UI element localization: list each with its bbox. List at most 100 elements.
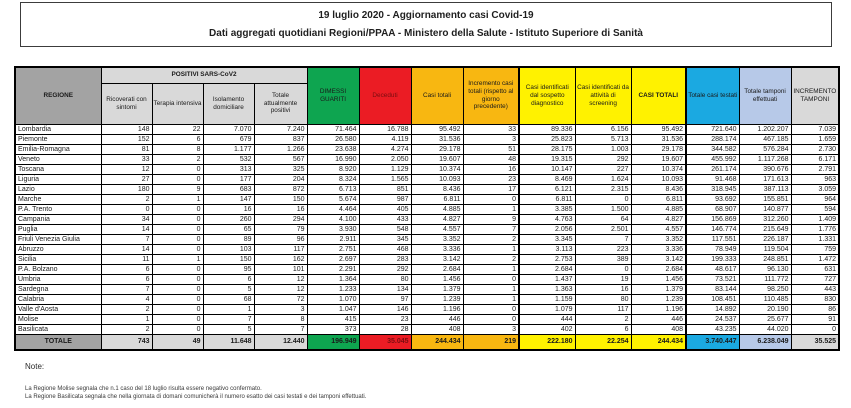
cell: 2 (100, 323, 153, 335)
cell: 6 (100, 263, 153, 275)
col-header-isolamento: Isolamento domiciliare (202, 82, 255, 125)
cell: 6 (202, 273, 255, 285)
cell: 27 (100, 173, 153, 185)
cell: 64 (574, 213, 632, 225)
cell: 48 (462, 153, 520, 165)
table-row: Campania 34 0 260 294 4.100 433 4.827 9 4.763 64 4.… (14, 213, 840, 225)
table-row: Toscana 12 0 313 325 8.920 1.129 10.374 16 10.147… (14, 163, 840, 175)
cell: 1.239 (410, 293, 464, 305)
cell: 8.436 (410, 183, 464, 195)
cell: 23 (358, 313, 412, 325)
cell: 963 (790, 173, 840, 185)
cell: 389 (574, 253, 632, 265)
cell: 1.659 (790, 133, 840, 145)
cell: 19.315 (518, 153, 576, 165)
cell: 3.345 (518, 233, 576, 245)
total-cell: 22.254 (574, 333, 632, 350)
cell: 26.580 (306, 133, 360, 145)
cell: 10.093 (630, 173, 687, 185)
cell: 16 (202, 203, 255, 215)
cell: 851 (358, 183, 412, 195)
cell: 4.119 (358, 133, 412, 145)
cell: 288.174 (685, 133, 740, 145)
region-name: Calabria (14, 293, 102, 305)
cell: 0 (151, 273, 204, 285)
total-cell: 12.440 (253, 333, 308, 350)
cell: 312.260 (738, 213, 792, 225)
cell: 344.582 (685, 143, 740, 155)
cell: 1.331 (790, 233, 840, 245)
cell: 6.811 (630, 193, 687, 205)
table-row: Calabria 4 0 68 72 1.070 97 1.239 1 1.159 80 1.239 1… (14, 293, 840, 305)
report-title: 19 luglio 2020 - Aggiornamento casi Covi… (318, 10, 534, 21)
cell: 25.823 (518, 133, 576, 145)
table-row: Basilicata 2 0 5 7 373 28 408 3 402 6 408 43.235 44.0… (14, 323, 840, 335)
cell: 1 (462, 243, 520, 255)
cell: 1.624 (574, 173, 632, 185)
cell: 283 (358, 253, 412, 265)
cell: 0 (462, 303, 520, 315)
col-header-regione: REGIONE (14, 66, 102, 125)
cell: 16.788 (358, 123, 412, 135)
cell: 7 (202, 313, 255, 325)
cell: 43.235 (685, 323, 740, 335)
cell: 1.239 (630, 293, 687, 305)
cell: 150 (253, 193, 308, 205)
cell: 405 (358, 203, 412, 215)
col-header-casi-testati: Totale casi testati (685, 66, 740, 125)
cell: 16 (574, 283, 632, 295)
cell: 97 (358, 293, 412, 305)
cell: 5.674 (306, 193, 360, 205)
cell: 14 (100, 243, 153, 255)
cell: 1.047 (306, 303, 360, 315)
cell: 1.196 (630, 303, 687, 315)
cell: 0 (151, 283, 204, 295)
total-cell: 219 (462, 333, 520, 350)
cell: 24.537 (685, 313, 740, 325)
cell: 73.521 (685, 273, 740, 285)
cell: 110.485 (738, 293, 792, 305)
cell: 83.144 (685, 283, 740, 295)
cell: 2 (462, 253, 520, 265)
cell: 0 (151, 303, 204, 315)
cell: 117 (574, 303, 632, 315)
cell: 0 (151, 223, 204, 235)
cell: 78.949 (685, 243, 740, 255)
cell: 1.456 (410, 273, 464, 285)
cell: 117 (253, 243, 308, 255)
cell: 10.374 (630, 163, 687, 175)
cell: 8.920 (306, 163, 360, 175)
cell: 9 (151, 183, 204, 195)
cell: 1.202.207 (738, 123, 792, 135)
cell: 7.039 (790, 123, 840, 135)
cell: 444 (518, 313, 576, 325)
cell: 226.187 (738, 233, 792, 245)
cell: 0 (462, 193, 520, 205)
cell: 1 (462, 203, 520, 215)
cell: 6.811 (518, 193, 576, 205)
cell: 96 (253, 233, 308, 245)
cell: 830 (790, 293, 840, 305)
cell: 594 (790, 203, 840, 215)
table-row: Friuli Venezia Giulia 7 0 89 96 2.911 345 3.352… (14, 233, 840, 245)
cell: 759 (790, 243, 840, 255)
cell: 14.892 (685, 303, 740, 315)
cell: 631 (790, 263, 840, 275)
cell: 2.753 (518, 253, 576, 265)
cell: 8 (253, 313, 308, 325)
cell: 34 (100, 213, 153, 225)
cell: 987 (358, 193, 412, 205)
cell: 292 (358, 263, 412, 275)
cell: 71.464 (306, 123, 360, 135)
note-line-molise: La Regione Molise segnala che n.1 caso d… (25, 386, 262, 392)
cell: 446 (410, 313, 464, 325)
cell: 146 (358, 303, 412, 315)
cell: 134 (358, 283, 412, 295)
cell: 4.557 (630, 223, 687, 235)
cell: 3.336 (630, 243, 687, 255)
cell: 20.190 (738, 303, 792, 315)
notes-title: Note: (25, 362, 45, 371)
cell: 152 (100, 133, 153, 145)
total-cell: 222.180 (518, 333, 576, 350)
cell: 415 (306, 313, 360, 325)
